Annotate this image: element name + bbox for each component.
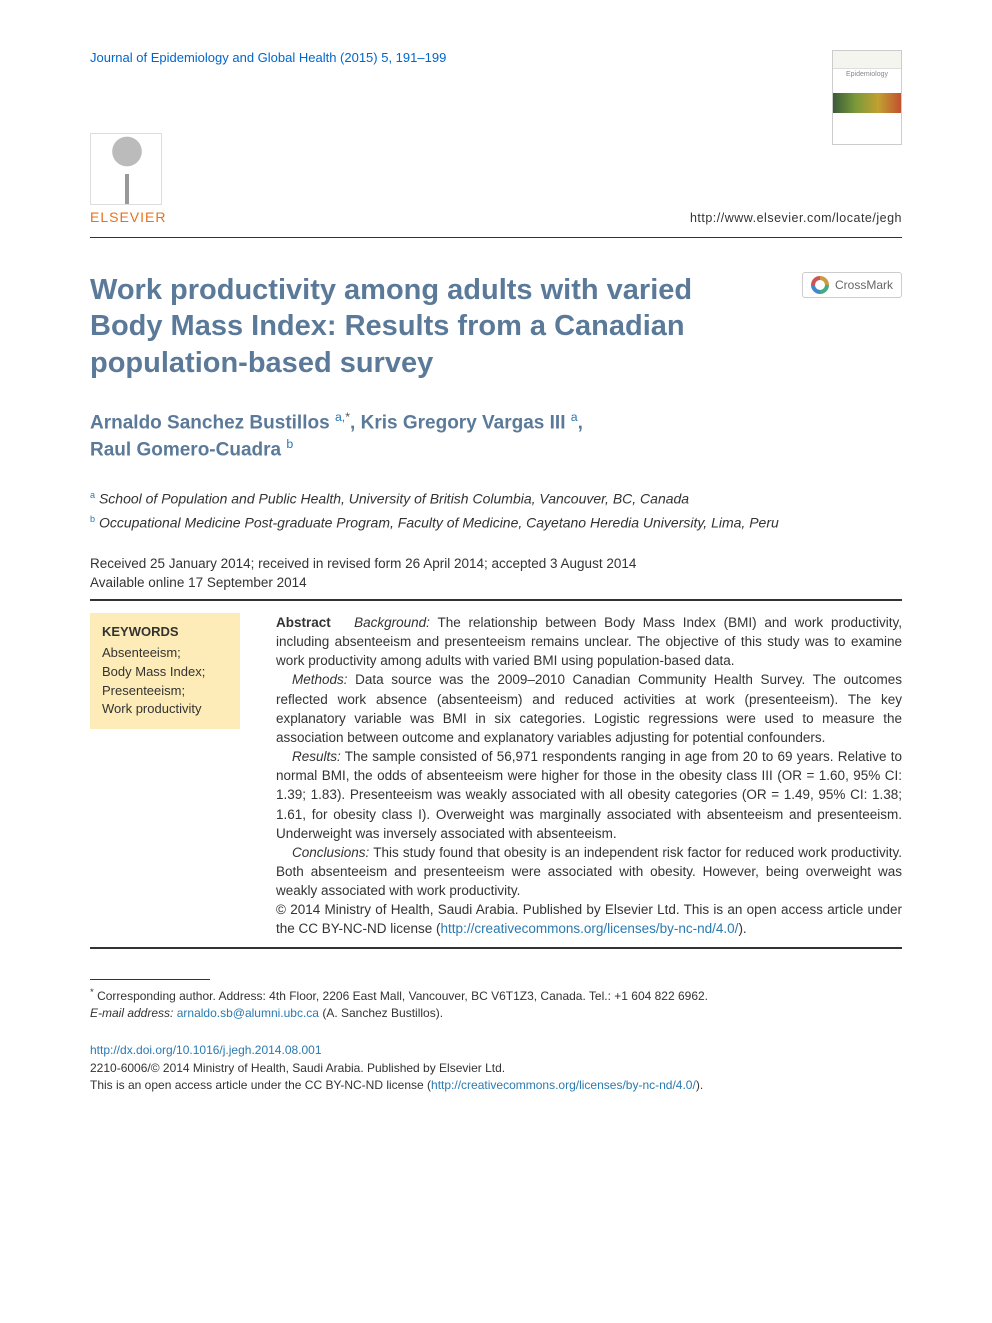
dates-received: Received 25 January 2014; received in re… [90, 555, 902, 574]
logo-row: ELSEVIER http://www.elsevier.com/locate/… [90, 133, 902, 225]
affiliation-a: a School of Population and Public Health… [90, 489, 902, 509]
authors: Arnaldo Sanchez Bustillos a,*, Kris Greg… [90, 409, 902, 463]
keyword-4: Work productivity [102, 700, 228, 719]
keyword-1: Absenteeism; [102, 644, 228, 663]
results-label: Results: [292, 749, 341, 764]
footnote-rule [90, 979, 210, 980]
abstract-bottom-rule [90, 947, 902, 949]
keyword-3: Presenteeism; [102, 682, 228, 701]
affiliations: a School of Population and Public Health… [90, 489, 902, 534]
abstract: Abstract Background: The relationship be… [276, 613, 902, 939]
doi-link[interactable]: http://dx.doi.org/10.1016/j.jegh.2014.08… [90, 1043, 322, 1057]
oa-license-link[interactable]: http://creativecommons.org/licenses/by-n… [431, 1078, 696, 1092]
crossmark-icon [811, 276, 829, 294]
email-after: (A. Sanchez Bustillos). [319, 1006, 443, 1020]
author-2-affil-marker: a [571, 410, 578, 424]
author-1-affil-marker: a,* [335, 410, 350, 424]
elsevier-wordmark: ELSEVIER [90, 209, 162, 225]
author-3-affil-marker: b [286, 437, 293, 451]
header-rule [90, 237, 902, 238]
open-access-line: This is an open access article under the… [90, 1077, 902, 1094]
footnotes: * Corresponding author. Address: 4th Flo… [90, 979, 902, 1023]
results-text: The sample consisted of 56,971 responden… [276, 749, 902, 841]
keywords-heading: KEYWORDS [102, 623, 228, 642]
abstract-row: KEYWORDS Absenteeism; Body Mass Index; P… [90, 613, 902, 939]
dates-online: Available online 17 September 2014 [90, 574, 902, 593]
article-dates: Received 25 January 2014; received in re… [90, 555, 902, 593]
elsevier-logo: ELSEVIER [90, 133, 162, 225]
methods-label: Methods: [292, 672, 348, 687]
author-1: Arnaldo Sanchez Bustillos [90, 412, 330, 433]
corresponding-author: * Corresponding author. Address: 4th Flo… [90, 986, 902, 1005]
keyword-2: Body Mass Index; [102, 663, 228, 682]
background-label: Background: [354, 615, 430, 630]
crossmark-label: CrossMark [835, 278, 893, 292]
title-block: Work productivity among adults with vari… [90, 272, 902, 381]
affiliation-b: b Occupational Medicine Post-graduate Pr… [90, 513, 902, 533]
header-row: Journal of Epidemiology and Global Healt… [90, 50, 902, 145]
bottom-block: http://dx.doi.org/10.1016/j.jegh.2014.08… [90, 1042, 902, 1094]
abstract-top-rule [90, 599, 902, 601]
elsevier-tree-icon [90, 133, 162, 205]
journal-reference: Journal of Epidemiology and Global Healt… [90, 50, 446, 65]
conclusions-label: Conclusions: [292, 845, 369, 860]
issn-copyright: 2210-6006/© 2014 Ministry of Health, Sau… [90, 1060, 902, 1077]
cover-title: Epidemiology [833, 69, 901, 93]
author-2: Kris Gregory Vargas III [361, 412, 566, 433]
conclusions-text: This study found that obesity is an inde… [276, 845, 902, 898]
email-line: E-mail address: arnaldo.sb@alumni.ubc.ca… [90, 1005, 902, 1022]
crossmark-badge[interactable]: CrossMark [802, 272, 902, 298]
author-3: Raul Gomero-Cuadra [90, 439, 281, 460]
copyright-post: ). [738, 921, 746, 936]
locate-url[interactable]: http://www.elsevier.com/locate/jegh [690, 211, 902, 225]
methods-text: Data source was the 2009–2010 Canadian C… [276, 672, 902, 744]
keywords-box: KEYWORDS Absenteeism; Body Mass Index; P… [90, 613, 240, 729]
article-title: Work productivity among adults with vari… [90, 272, 710, 381]
license-link[interactable]: http://creativecommons.org/licenses/by-n… [441, 921, 739, 936]
email-link[interactable]: arnaldo.sb@alumni.ubc.ca [177, 1006, 319, 1020]
abstract-label: Abstract [276, 615, 331, 630]
email-label: E-mail address: [90, 1006, 173, 1020]
journal-cover-thumbnail: Epidemiology [832, 50, 902, 145]
